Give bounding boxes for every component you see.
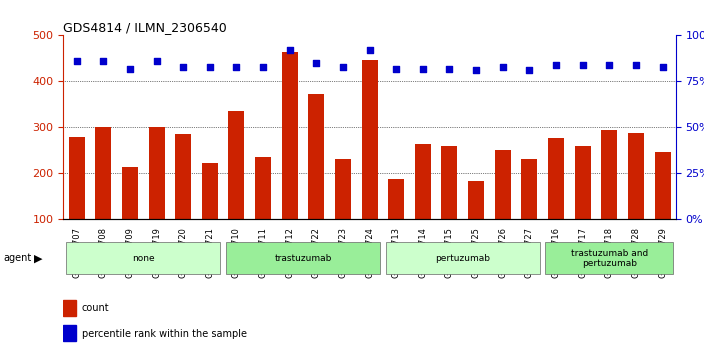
Bar	[468, 181, 484, 266]
Bar	[601, 130, 617, 266]
Bar	[229, 111, 244, 266]
Bar	[95, 127, 111, 266]
Bar	[655, 152, 670, 266]
FancyBboxPatch shape	[226, 242, 380, 274]
Bar	[63, 300, 75, 316]
Text: count: count	[82, 303, 109, 313]
Text: agent: agent	[4, 253, 32, 263]
Text: percentile rank within the sample: percentile rank within the sample	[82, 329, 246, 339]
Bar	[63, 325, 75, 341]
Bar	[335, 159, 351, 266]
Text: pertuzumab: pertuzumab	[435, 254, 490, 263]
Point	[71, 58, 82, 64]
Bar	[255, 157, 271, 266]
Bar	[175, 134, 191, 266]
Bar	[628, 133, 644, 266]
Point	[310, 60, 322, 66]
Point	[258, 64, 269, 69]
Point	[284, 47, 296, 53]
Bar	[388, 179, 404, 266]
Point	[391, 66, 402, 72]
Bar	[122, 166, 138, 266]
Text: none: none	[132, 254, 155, 263]
Point	[551, 62, 562, 68]
Bar	[149, 127, 165, 266]
Point	[603, 62, 615, 68]
Bar	[522, 159, 537, 266]
Bar	[69, 137, 84, 266]
Point	[630, 62, 641, 68]
Point	[177, 64, 189, 69]
Bar	[362, 60, 377, 266]
Bar	[574, 146, 591, 266]
Point	[444, 66, 455, 72]
Point	[657, 64, 668, 69]
Text: ▶: ▶	[34, 253, 42, 263]
Point	[204, 64, 215, 69]
FancyBboxPatch shape	[66, 242, 220, 274]
Bar	[548, 138, 564, 266]
Point	[497, 64, 508, 69]
Text: GDS4814 / ILMN_2306540: GDS4814 / ILMN_2306540	[63, 21, 227, 34]
Bar	[282, 51, 298, 266]
Text: trastuzumab and
pertuzumab: trastuzumab and pertuzumab	[571, 249, 648, 268]
Point	[98, 58, 109, 64]
Point	[524, 68, 535, 73]
Point	[577, 62, 589, 68]
Text: trastuzumab: trastuzumab	[275, 254, 332, 263]
Point	[417, 66, 429, 72]
FancyBboxPatch shape	[386, 242, 540, 274]
Bar	[495, 150, 510, 266]
Bar	[441, 146, 458, 266]
Point	[337, 64, 348, 69]
Point	[364, 47, 375, 53]
Point	[231, 64, 242, 69]
Point	[470, 68, 482, 73]
Bar	[308, 94, 325, 266]
FancyBboxPatch shape	[546, 242, 673, 274]
Bar	[202, 163, 218, 266]
Point	[151, 58, 162, 64]
Bar	[415, 144, 431, 266]
Point	[125, 66, 136, 72]
